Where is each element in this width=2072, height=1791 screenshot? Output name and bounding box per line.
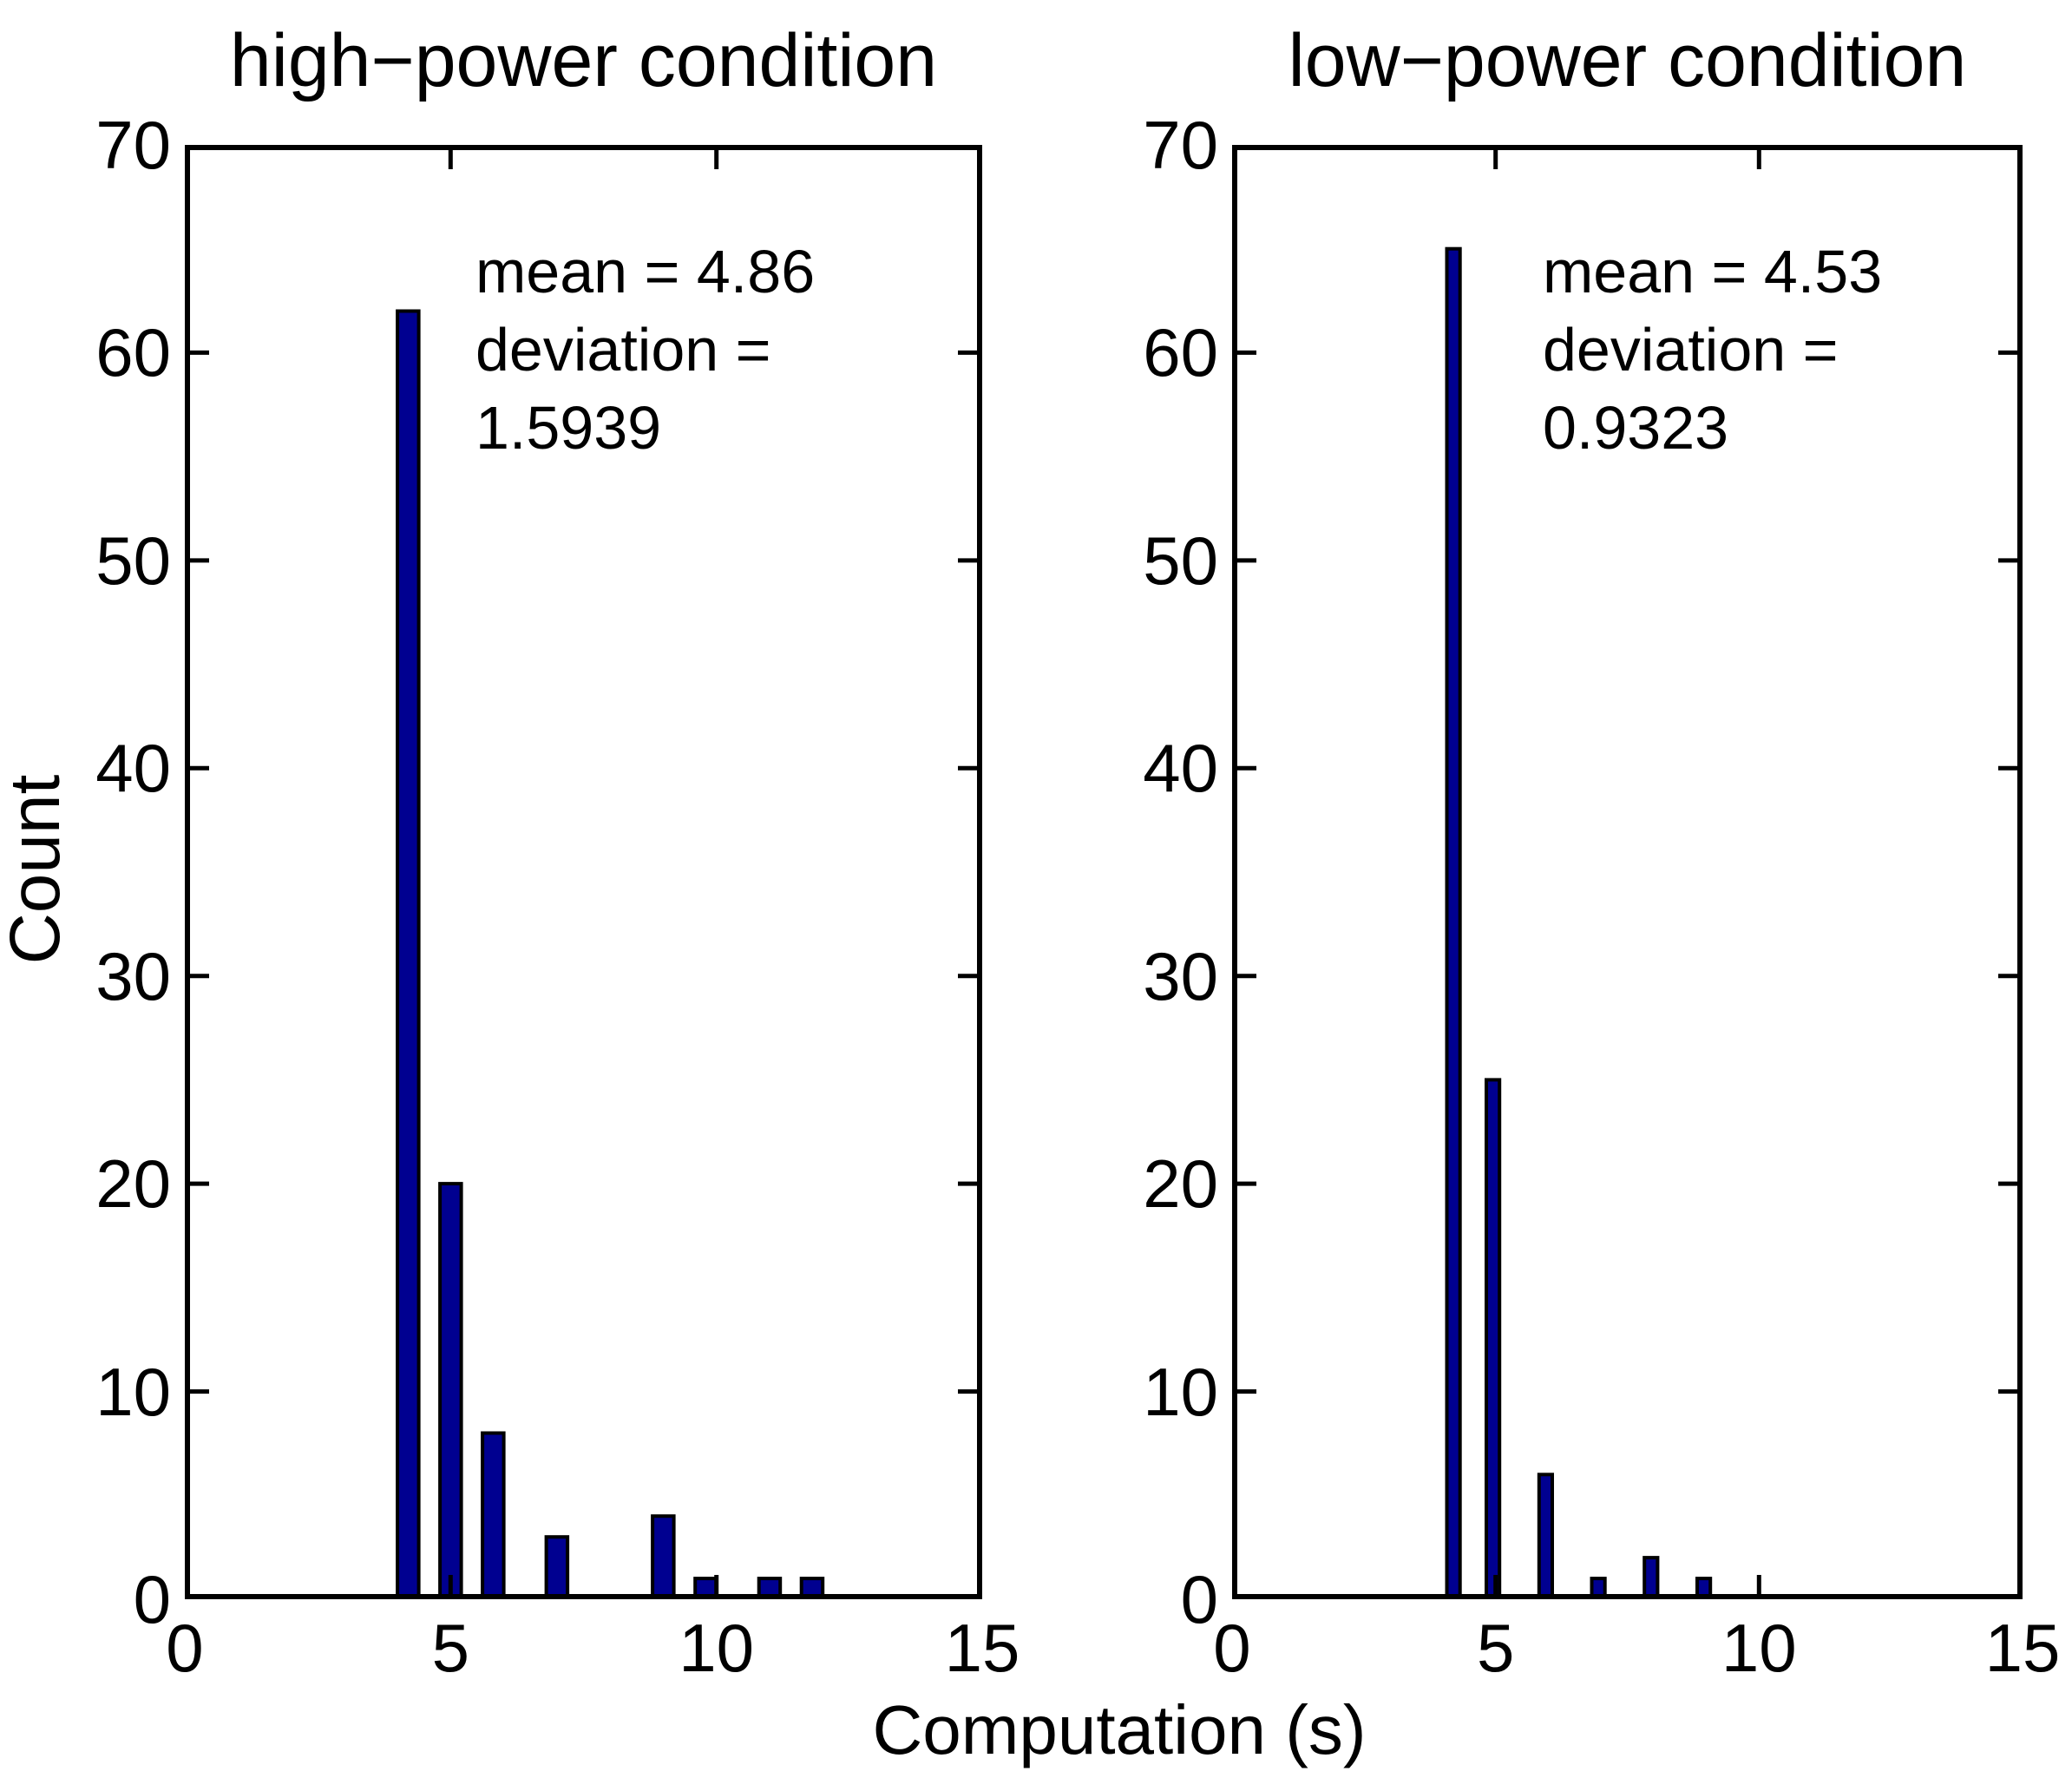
left-histogram-plot: [185, 145, 982, 1599]
right-mean-text: mean = 4.53: [1543, 238, 1883, 305]
y-tick-label: 0: [133, 1561, 171, 1637]
y-tick-label: 70: [1143, 107, 1218, 183]
histogram-bar: [1643, 1556, 1660, 1599]
left-stats-annotation: mean = 4.86 deviation = 1.5939: [475, 233, 815, 467]
y-tick-label: 40: [95, 730, 171, 807]
x-axis-label: Computation (s): [872, 1691, 1367, 1768]
histogram-bar: [1537, 1473, 1554, 1599]
left-mean-text: mean = 4.86: [475, 238, 816, 305]
histogram-bar: [481, 1431, 506, 1599]
y-tick-label: 40: [1143, 730, 1218, 807]
y-axis-label: Count: [0, 774, 75, 965]
right-stats-annotation: mean = 4.53 deviation = 0.9323: [1543, 233, 1882, 467]
x-tick-label: 0: [166, 1610, 204, 1686]
x-tick-label: 0: [1213, 1610, 1251, 1686]
y-tick-label: 60: [1143, 314, 1218, 391]
right-plot-title: low−power condition: [1288, 19, 1967, 102]
right-deviation-text: deviation =: [1543, 316, 1839, 384]
y-tick-label: 0: [1180, 1561, 1218, 1637]
y-tick-label: 30: [95, 937, 171, 1014]
y-tick-label: 20: [95, 1145, 171, 1223]
left-deviation-text: deviation =: [475, 316, 771, 384]
histogram-bar: [1445, 246, 1462, 1599]
histogram-bar: [396, 309, 421, 1599]
right-deviation-value: 0.9323: [1543, 394, 1729, 462]
x-tick-label: 10: [679, 1610, 755, 1686]
histogram-bar: [544, 1535, 570, 1599]
y-tick-label: 30: [1143, 937, 1218, 1014]
x-tick-label: 5: [431, 1610, 469, 1686]
histogram-bar: [651, 1514, 676, 1599]
y-tick-label: 10: [1143, 1353, 1218, 1430]
plot-border: [1232, 145, 2023, 1599]
y-tick-label: 20: [1143, 1145, 1218, 1223]
left-deviation-value: 1.5939: [475, 394, 662, 462]
x-tick-label: 5: [1476, 1610, 1515, 1686]
y-tick-label: 70: [95, 107, 171, 183]
y-tick-label: 10: [95, 1353, 171, 1430]
right-histogram-plot: [1232, 145, 2023, 1599]
histogram-bar: [438, 1182, 463, 1599]
histogram-bar: [1485, 1078, 1502, 1599]
left-plot-title: high−power condition: [229, 19, 938, 102]
x-tick-label: 10: [1721, 1610, 1797, 1686]
y-tick-label: 50: [95, 522, 171, 599]
y-tick-label: 60: [95, 314, 171, 391]
x-tick-label: 15: [1984, 1610, 2061, 1686]
plot-border: [185, 145, 982, 1599]
x-tick-label: 15: [944, 1610, 1020, 1686]
y-tick-label: 50: [1143, 522, 1218, 599]
